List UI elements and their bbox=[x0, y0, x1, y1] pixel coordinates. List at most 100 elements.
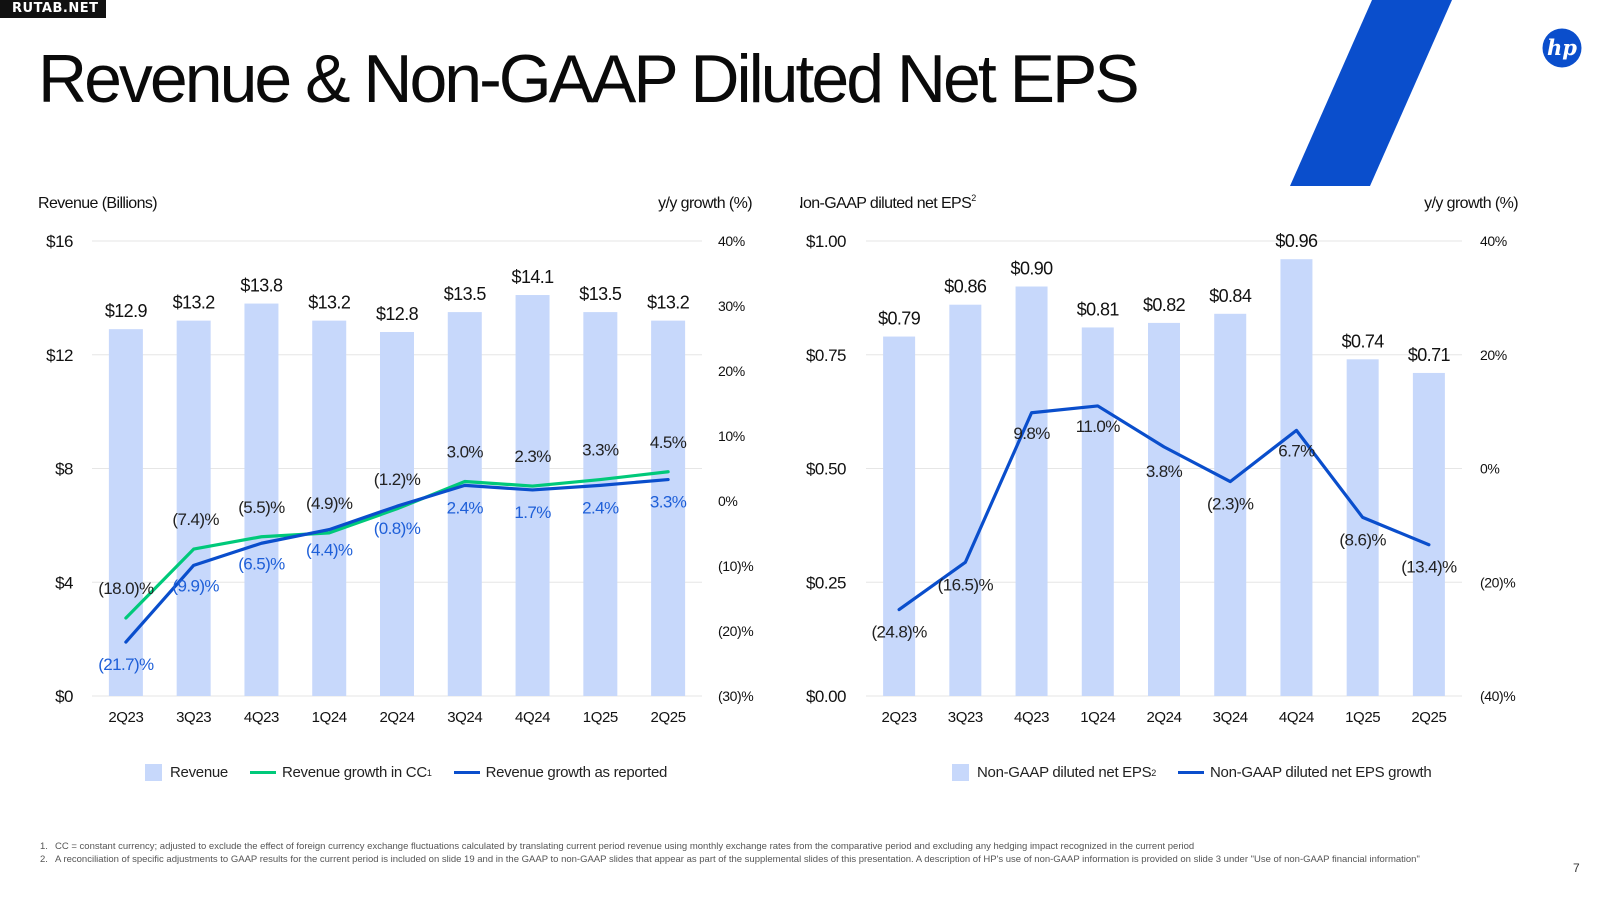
bar bbox=[949, 304, 982, 696]
legend-label: Revenue growth in CC bbox=[281, 764, 427, 781]
hp-logo-icon: hp bbox=[1542, 28, 1582, 68]
right-axis-title: y/y growth (%) bbox=[1424, 195, 1518, 212]
legend-label: Revenue growth as reported bbox=[485, 764, 668, 781]
growth-value-label: 1.7% bbox=[514, 503, 551, 522]
bar bbox=[1346, 359, 1379, 696]
growth-value-label: (16.5)% bbox=[938, 575, 994, 594]
page-title: Revenue & Non-GAAP Diluted Net EPS bbox=[38, 41, 1140, 117]
y-tick-label: $0.50 bbox=[806, 460, 846, 479]
bar-value-label: $12.9 bbox=[105, 301, 148, 321]
bar-value-label: $13.2 bbox=[308, 293, 351, 313]
bar-value-label: $0.86 bbox=[944, 277, 987, 297]
y2-tick-label: (30)% bbox=[718, 688, 753, 704]
x-category-label: 3Q23 bbox=[948, 709, 983, 726]
bar-value-label: $0.96 bbox=[1275, 231, 1318, 251]
legend-swatch-reported-line bbox=[453, 771, 480, 774]
y-tick-label: $8 bbox=[55, 460, 73, 479]
footnote-number: 1. bbox=[40, 841, 48, 852]
growth-value-label: 2.4% bbox=[582, 498, 619, 517]
bar-value-label: $0.74 bbox=[1342, 331, 1385, 351]
bar bbox=[447, 312, 482, 696]
left-axis-title: Revenue (Billions) bbox=[38, 195, 157, 212]
x-category-label: 4Q24 bbox=[1279, 709, 1314, 726]
y2-tick-label: 20% bbox=[1480, 347, 1507, 363]
series-line bbox=[124, 477, 670, 644]
growth-value-label: (24.8)% bbox=[871, 623, 927, 642]
x-category-label: 2Q23 bbox=[108, 709, 143, 726]
eps-chart-svg: Non-GAAP diluted net EPS2 y/y growth (%) $… bbox=[800, 193, 1519, 726]
x-category-label: 3Q24 bbox=[447, 709, 482, 726]
x-category-label: 2Q24 bbox=[1146, 709, 1181, 726]
bar bbox=[244, 303, 279, 696]
axis-title-footnote-marker: 2 bbox=[971, 193, 976, 203]
bar-value-label: $0.71 bbox=[1408, 345, 1451, 365]
growth-value-label: (4.9)% bbox=[306, 494, 353, 513]
legend-item-reported-growth: Revenue growth as reported bbox=[453, 764, 668, 781]
growth-value-label: (2.3)% bbox=[1207, 495, 1254, 514]
legend-item-eps-growth: Non-GAAP diluted net EPS growth bbox=[1178, 764, 1432, 781]
bar-value-label: $13.5 bbox=[444, 284, 487, 304]
x-category-label: 3Q23 bbox=[176, 709, 211, 726]
y2-tick-label: 30% bbox=[718, 298, 745, 314]
y2-tick-label: 0% bbox=[1480, 461, 1499, 477]
legend-swatch-eps-line bbox=[1178, 771, 1205, 774]
y-tick-label: $0.75 bbox=[806, 346, 846, 365]
x-category-label: 1Q25 bbox=[1345, 709, 1380, 726]
x-category-label: 1Q25 bbox=[583, 709, 618, 726]
legend-footnote-marker: 2 bbox=[1151, 767, 1157, 778]
y2-tick-label: 40% bbox=[718, 233, 745, 249]
bar-value-label: $0.90 bbox=[1011, 259, 1054, 279]
x-category-label: 4Q24 bbox=[515, 709, 550, 726]
y2-tick-label: (10)% bbox=[718, 558, 753, 574]
growth-value-label: (0.8)% bbox=[374, 519, 421, 538]
legend-label: Non-GAAP diluted net EPS growth bbox=[1210, 764, 1432, 781]
growth-value-label: 6.7% bbox=[1278, 441, 1315, 460]
growth-value-label: (18.0)% bbox=[98, 579, 154, 598]
bar bbox=[1412, 372, 1445, 696]
bar bbox=[883, 336, 916, 696]
growth-value-label: (21.7)% bbox=[98, 655, 154, 674]
y2-tick-label: (20)% bbox=[718, 623, 753, 639]
x-category-label: 3Q24 bbox=[1213, 709, 1248, 726]
growth-value-label: 3.3% bbox=[650, 493, 687, 512]
y2-tick-label: 0% bbox=[718, 493, 737, 509]
growth-value-label: 3.8% bbox=[1146, 462, 1183, 481]
legend-label: Revenue bbox=[170, 764, 228, 781]
series-line bbox=[897, 404, 1431, 612]
growth-value-label: (1.2)% bbox=[374, 470, 421, 489]
growth-value-label: (4.4)% bbox=[306, 541, 353, 560]
growth-value-label: 9.8% bbox=[1013, 424, 1050, 443]
bar-value-label: $14.1 bbox=[512, 267, 555, 287]
watermark: RUTAB.NET bbox=[0, 0, 107, 18]
y-tick-label: $1.00 bbox=[806, 232, 846, 251]
bar bbox=[515, 295, 550, 696]
growth-value-label: 2.3% bbox=[514, 447, 551, 466]
x-category-label: 4Q23 bbox=[244, 709, 279, 726]
x-category-label: 2Q25 bbox=[651, 709, 686, 726]
growth-value-label: (5.5)% bbox=[238, 498, 285, 517]
page-number: 7 bbox=[1573, 861, 1580, 875]
bar bbox=[1148, 322, 1180, 696]
footnote-text: A reconciliation of specific adjustments… bbox=[55, 854, 1420, 865]
bar-value-label: $0.84 bbox=[1209, 286, 1252, 306]
bar bbox=[312, 320, 347, 696]
growth-value-label: (13.4)% bbox=[1401, 558, 1457, 577]
bar bbox=[583, 312, 618, 696]
footnote-number: 2. bbox=[40, 854, 48, 865]
footnote-1: 1. CC = constant currency; adjusted to e… bbox=[40, 840, 1500, 853]
growth-value-label: (8.6)% bbox=[1339, 530, 1386, 549]
bar-value-label: $13.2 bbox=[647, 293, 690, 313]
revenue-chart: Revenue (Billions) y/y growth (%) $0 $4 $8 $1… bbox=[30, 186, 790, 766]
eps-chart: Non-GAAP diluted net EPS2 y/y growth (%) $… bbox=[800, 186, 1560, 766]
bar-value-label: $12.8 bbox=[376, 304, 419, 324]
y2-tick-label: 20% bbox=[718, 363, 745, 379]
x-category-label: 4Q23 bbox=[1014, 709, 1049, 726]
bar bbox=[1081, 327, 1114, 696]
y2-tick-label: (40)% bbox=[1480, 688, 1515, 704]
legend-label: Non-GAAP diluted net EPS bbox=[977, 764, 1152, 781]
bar-value-label: $13.5 bbox=[579, 284, 622, 304]
growth-value-label: 3.0% bbox=[447, 443, 484, 462]
y-tick-label: $4 bbox=[55, 573, 73, 592]
x-category-label: 1Q24 bbox=[312, 709, 347, 726]
bar-value-label: $0.79 bbox=[878, 309, 921, 329]
